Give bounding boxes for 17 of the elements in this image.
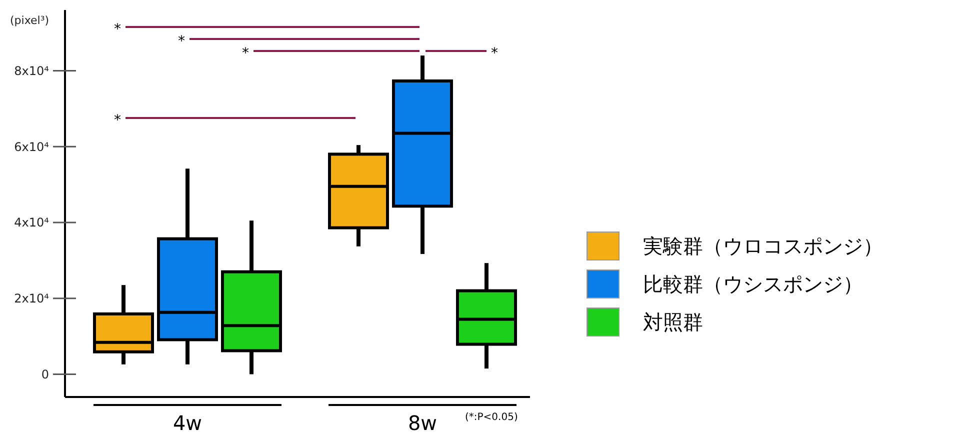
x-tick-label: 8w (408, 411, 438, 433)
annotation: * (114, 112, 121, 128)
y-tick-label: 4x10⁴ (14, 216, 50, 230)
text: (*:P<0.05) (465, 412, 518, 423)
annotation: * (242, 45, 249, 62)
text: * (491, 45, 498, 62)
y-tick-label: 0 (41, 367, 49, 382)
legend-label: 対照群 (643, 310, 703, 334)
y-tick-label: 6x10⁴ (14, 140, 50, 154)
y-axis-title: (pixel³) (10, 14, 50, 27)
y-tick-label: 8x10⁴ (14, 64, 50, 78)
legend-label: 実験群（ウロコスポンジ） (643, 234, 883, 258)
annotation: * (114, 21, 121, 38)
x-tick-label: 4w (172, 411, 202, 433)
annotation: * (178, 33, 185, 50)
y-tick-label: 2x10⁴ (14, 292, 50, 306)
legend-label: 比較群（ウシスポンジ） (643, 272, 863, 296)
